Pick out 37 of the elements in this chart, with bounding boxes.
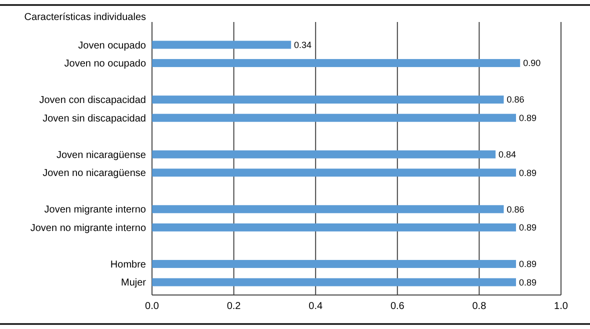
data-label: 0.90 bbox=[523, 58, 541, 68]
bar bbox=[152, 205, 504, 214]
y-axis-title: Características individuales bbox=[24, 12, 146, 23]
x-tick-label: 0.8 bbox=[472, 301, 487, 312]
x-tick-label: 1.0 bbox=[554, 301, 568, 312]
y-tick-label: Mujer bbox=[120, 278, 147, 289]
y-tick-label: Joven nicaragüense bbox=[56, 150, 146, 161]
bar bbox=[152, 40, 292, 49]
x-tick-label: 0.2 bbox=[226, 301, 242, 312]
x-tick-label: 0.0 bbox=[145, 301, 160, 312]
y-tick-label: Joven sin discapacidad bbox=[42, 113, 146, 124]
bar bbox=[152, 114, 516, 122]
data-label: 0.89 bbox=[519, 222, 537, 233]
x-tick-label: 0.6 bbox=[390, 301, 405, 312]
y-tick-label: Joven ocupado bbox=[78, 40, 146, 52]
data-label: 0.86 bbox=[506, 94, 524, 105]
y-tick-label: Joven no migrante interno bbox=[30, 222, 146, 234]
y-tick-label: Joven no nicaragüense bbox=[42, 168, 146, 180]
bar bbox=[152, 96, 504, 104]
bar bbox=[152, 168, 516, 177]
bar bbox=[152, 278, 516, 286]
y-tick-label: Joven no ocupado bbox=[64, 58, 146, 70]
data-label: 0.89 bbox=[519, 259, 537, 270]
data-label: 0.89 bbox=[519, 112, 537, 123]
data-label: 0.86 bbox=[506, 204, 524, 214]
y-tick-label: Joven con discapacidad bbox=[39, 95, 146, 106]
x-tick-label: 0.4 bbox=[308, 301, 323, 312]
data-label: 0.34 bbox=[294, 40, 312, 50]
data-label: 0.89 bbox=[519, 168, 537, 178]
data-label: 0.84 bbox=[498, 150, 516, 160]
data-label: 0.89 bbox=[519, 277, 537, 288]
bar bbox=[152, 260, 516, 268]
bar bbox=[152, 223, 516, 232]
bar bbox=[152, 150, 496, 158]
y-tick-label: Joven migrante interno bbox=[44, 204, 146, 216]
y-tick-label: Hombre bbox=[110, 259, 146, 270]
bar bbox=[152, 59, 520, 68]
